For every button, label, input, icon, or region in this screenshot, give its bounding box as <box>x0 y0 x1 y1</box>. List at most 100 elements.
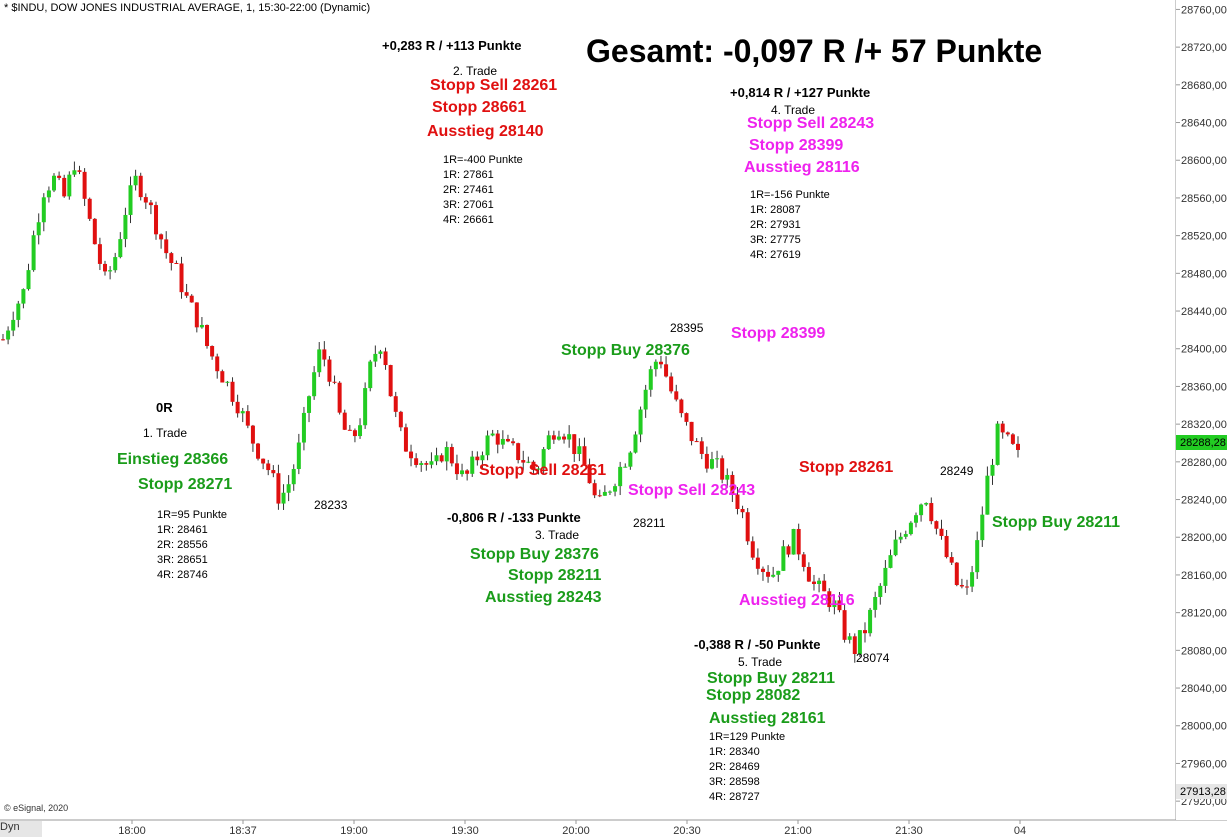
candle-up <box>618 466 623 487</box>
candle-up <box>358 425 363 437</box>
candle-down <box>97 244 102 264</box>
candle-down <box>505 438 510 442</box>
candle-down <box>174 262 179 264</box>
candle-up <box>607 491 612 493</box>
candle-up <box>990 464 995 476</box>
candle-down <box>842 610 847 640</box>
candle-down <box>439 455 444 462</box>
r-line: 3R: 28651 <box>157 554 208 566</box>
t1-stop: Stopp 28271 <box>138 476 233 493</box>
candle-up <box>444 447 449 462</box>
candle-up <box>363 388 368 426</box>
candle-up <box>72 170 77 175</box>
r-line: 2R: 27461 <box>443 184 494 196</box>
candle-down <box>164 239 169 254</box>
candle-down <box>735 494 740 509</box>
time-tick-label: 18:37 <box>229 825 257 837</box>
candle-up <box>995 423 1000 465</box>
price-tick-label: 28360,00 <box>1181 381 1227 393</box>
candle-down <box>276 473 281 504</box>
candle-down <box>235 401 240 414</box>
candle-down <box>852 636 857 655</box>
r-line: 1R=129 Punkte <box>709 731 786 743</box>
candle-up <box>638 409 643 435</box>
candle-down <box>730 474 735 495</box>
candle-up <box>490 433 495 436</box>
candle-down <box>322 349 327 360</box>
summary-title: Gesamt: -0,097 R /+ 57 Punkte <box>586 33 1043 69</box>
candle-up <box>317 349 322 373</box>
candle-down <box>189 295 194 303</box>
price-tick-label: 28520,00 <box>1181 231 1227 243</box>
candle-up <box>286 484 291 493</box>
t4-exit: Ausstieg 28116 <box>744 159 860 176</box>
time-tick-label: 20:00 <box>562 825 590 837</box>
candle-down <box>169 253 174 263</box>
candle-down <box>103 263 108 272</box>
r-line: 1R: 28340 <box>709 746 760 758</box>
last-price-badge <box>1176 435 1227 450</box>
candle-down <box>929 503 934 522</box>
candle-up <box>296 442 301 469</box>
candle-up <box>312 372 317 397</box>
candle-up <box>832 600 837 608</box>
candle-up <box>378 351 383 354</box>
candle-up <box>434 455 439 462</box>
mark-stop-sell-28243: Stopp Sell 28243 <box>628 482 756 499</box>
candle-down <box>495 433 500 445</box>
candle-down <box>934 521 939 529</box>
candle-down <box>755 557 760 569</box>
candle-up <box>41 197 46 223</box>
candle-down <box>939 528 944 536</box>
candle-down <box>82 171 87 199</box>
candle-down <box>210 346 215 357</box>
candle-down <box>143 197 148 203</box>
candle-up <box>857 630 862 655</box>
t1-result: 0R <box>156 400 173 415</box>
candle-up <box>556 436 561 440</box>
dyn-button[interactable]: Dyn <box>0 821 42 837</box>
price-tick-label: 28560,00 <box>1181 193 1227 205</box>
r-line: 4R: 26661 <box>443 214 494 226</box>
candle-down <box>266 463 271 471</box>
candle-up <box>11 319 16 331</box>
t3-exit: Ausstieg 28243 <box>485 589 602 606</box>
candle-up <box>368 361 373 389</box>
price-axis-ticks: 28760,00 28720,00 28680,00 28640,00 28600,00… <box>1176 4 1227 808</box>
candle-down <box>256 443 261 459</box>
candle-up <box>281 492 286 504</box>
time-axis-ticks: 18:00 18:37 19:00 19:30 20:00 20:30 21:00 21:30… <box>118 820 1026 837</box>
candle-up <box>908 522 913 535</box>
candle-down <box>674 391 679 400</box>
candle-up <box>919 504 924 516</box>
price-tick-label: 28440,00 <box>1181 306 1227 318</box>
candle-up <box>526 461 531 463</box>
price-axis[interactable] <box>1176 0 1227 820</box>
candle-up <box>291 468 296 485</box>
time-tick-label: 19:00 <box>340 825 368 837</box>
t3-entry: Stopp Buy 28376 <box>470 546 599 563</box>
candle-down <box>689 421 694 442</box>
last-price-label: 28288,28 <box>1180 437 1226 449</box>
time-tick-label: 19:30 <box>451 825 479 837</box>
candle-up <box>577 446 582 455</box>
candle-up <box>6 330 11 340</box>
t4-result: +0,814 R / +127 Punkte <box>730 85 871 100</box>
candle-up <box>546 435 551 450</box>
candle-down <box>337 382 342 413</box>
r-line: 4R: 28727 <box>709 791 760 803</box>
low-price-label: 27913,28 <box>1180 786 1226 798</box>
candle-down <box>551 435 556 440</box>
price-tick-label: 28640,00 <box>1181 118 1227 130</box>
candle-down <box>822 580 827 592</box>
candle-down <box>220 371 225 383</box>
candle-down <box>261 458 266 464</box>
candle-down <box>393 396 398 412</box>
candle-up <box>113 257 118 271</box>
swing-label: 28074 <box>856 651 890 665</box>
r-line: 3R: 27775 <box>750 234 801 246</box>
candle-down <box>449 447 454 464</box>
candle-down <box>949 557 954 563</box>
candle-up <box>613 486 618 492</box>
